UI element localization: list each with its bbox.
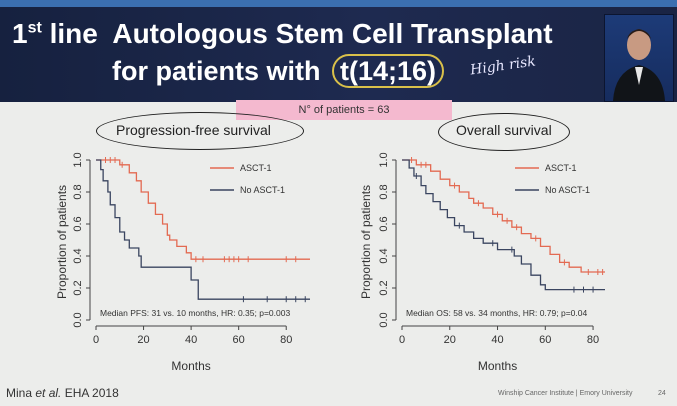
os-x-tick-label: 0 — [399, 334, 405, 346]
os-y-tick-label: 0.0 — [378, 312, 390, 327]
os-median-annotation: Median OS: 58 vs. 34 months, HR: 0.79; p… — [406, 308, 587, 318]
page-number: 24 — [658, 390, 666, 397]
os-title-oval — [438, 113, 570, 151]
patient-count-banner: N° of patients = 63 — [236, 100, 452, 120]
slide-title-line-2: for patients with t(14;16) — [112, 54, 445, 88]
title-banner: 1st line Autologous Stem Cell Transplant… — [0, 0, 677, 102]
footer-institution: Winship Cancer Institute | Emory Univers… — [498, 390, 633, 397]
title-line-1-text: line Autologous Stem Cell Transplant — [41, 18, 553, 49]
os-chart-title: Overall survival — [456, 122, 552, 138]
pfs-x-tick-label: 60 — [233, 334, 245, 346]
os-legend-label: No ASCT-1 — [545, 185, 590, 195]
pfs-legend-label: ASCT-1 — [240, 163, 272, 173]
os-y-tick-label: 0.6 — [378, 216, 390, 231]
os-x-axis-title: Months — [478, 359, 517, 373]
os-x-tick-label: 80 — [587, 334, 599, 346]
pfs-series-asct-line — [96, 159, 310, 260]
pfs-x-tick-label: 0 — [93, 334, 99, 346]
pfs-y-tick-label: 0.0 — [72, 312, 84, 327]
pfs-y-tick-label: 0.8 — [72, 184, 84, 199]
os-series-no-asct-line — [402, 159, 605, 291]
os-y-tick-label: 0.4 — [378, 248, 390, 263]
citation: Mina et al. EHA 2018 — [6, 386, 119, 400]
pfs-y-tick-label: 0.2 — [72, 280, 84, 295]
citation-author: Mina — [6, 386, 33, 400]
citation-source: EHA 2018 — [61, 386, 119, 400]
os-x-tick-label: 40 — [491, 334, 503, 346]
slide-title-line-1: 1st line Autologous Stem Cell Transplant — [12, 18, 553, 50]
speaker-photo-graphic — [613, 29, 665, 101]
pfs-title-oval — [96, 112, 304, 150]
pfs-legend-label: No ASCT-1 — [240, 185, 285, 195]
pfs-chart-title: Progression-free survival — [116, 122, 271, 138]
pfs-x-tick-label: 20 — [137, 334, 149, 346]
os-y-tick-label: 0.8 — [378, 184, 390, 199]
pfs-y-tick-label: 0.6 — [72, 216, 84, 231]
os-x-tick-label: 20 — [444, 334, 456, 346]
citation-etal: et al. — [35, 386, 62, 400]
translocation-label: t(14;16) — [332, 54, 445, 88]
title-line-2-text: for patients with — [112, 56, 328, 86]
pfs-y-tick-label: 1.0 — [72, 152, 84, 167]
pfs-x-tick-label: 40 — [185, 334, 197, 346]
os-x-tick-label: 60 — [539, 334, 551, 346]
pfs-x-tick-label: 80 — [280, 334, 292, 346]
pfs-y-axis-title: Proportion of patients — [55, 185, 69, 299]
pfs-series-no-asct-line — [96, 159, 310, 300]
pfs-y-tick-label: 0.4 — [72, 248, 84, 263]
banner-accent-strip — [0, 0, 677, 7]
os-y-tick-label: 1.0 — [378, 152, 390, 167]
os-legend-label: ASCT-1 — [545, 163, 577, 173]
title-ordinal-suffix: st — [27, 19, 42, 37]
os-series-asct-line — [402, 159, 605, 273]
speaker-photo — [604, 14, 674, 102]
pfs-median-annotation: Median PFS: 31 vs. 10 months, HR: 0.35; … — [100, 308, 290, 318]
slide-body — [0, 102, 677, 406]
pfs-x-axis-title: Months — [171, 359, 210, 373]
os-y-axis-title: Proportion of patients — [359, 185, 373, 299]
os-y-tick-label: 0.2 — [378, 280, 390, 295]
title-ordinal: 1 — [12, 18, 28, 49]
